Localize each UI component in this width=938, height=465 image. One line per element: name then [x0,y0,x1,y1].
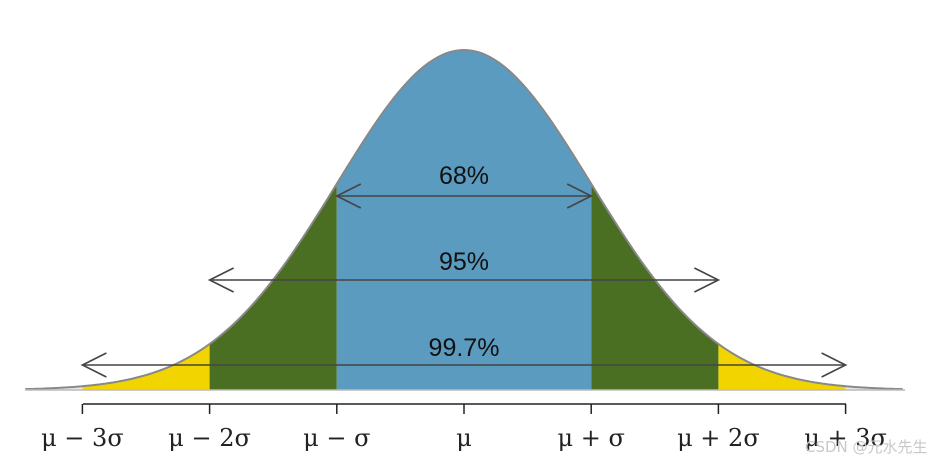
arrow-95 [207,267,721,293]
percent-labels: 68% 95% 99.7% [429,162,500,362]
region-3sigma-right [718,344,846,390]
watermark: CSDN @元水先生 [805,438,928,456]
percent-label: 95% [439,248,489,276]
range-arrows [80,183,848,378]
percent-label: 68% [439,162,489,190]
tick-label: μ + 2σ [677,424,760,452]
tick-label: μ − 3σ [41,424,124,452]
bell-curve [25,48,903,391]
arrow-68 [335,183,593,209]
tick-label: μ [456,424,472,452]
region-3sigma-left [82,344,210,390]
tick-label: μ − 2σ [168,424,251,452]
region-1sigma [336,50,592,390]
arrow-99-7 [80,352,848,378]
tick-label: μ + σ [558,424,625,452]
percent-label: 99.7% [429,334,500,362]
tick-label: μ + 3σ [804,424,887,452]
tick-label: μ − σ [303,424,370,452]
x-axis-ticks: μ − 3σ μ − 2σ μ − σ μ μ + σ μ + 2σ μ + 3σ [41,404,887,452]
